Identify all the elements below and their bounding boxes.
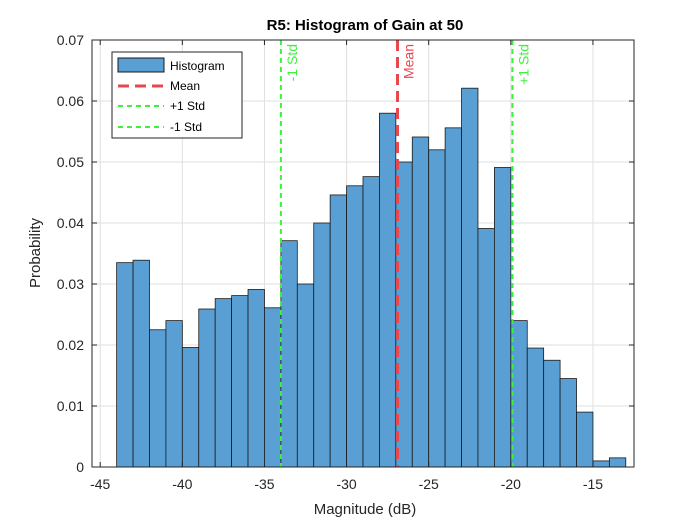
histogram-bar xyxy=(592,460,610,468)
histogram-bar xyxy=(493,167,512,468)
x-tick-label: -30 xyxy=(336,476,356,492)
legend-swatch-histogram xyxy=(117,57,165,73)
histogram-bar xyxy=(477,228,495,468)
histogram-bar xyxy=(132,259,150,468)
histogram-bar xyxy=(346,185,364,468)
mean-line-label: Mean xyxy=(400,44,416,79)
histogram-bar xyxy=(461,87,479,468)
x-tick-label: -40 xyxy=(172,476,192,492)
histogram-bar xyxy=(264,307,282,468)
minus-std-line-label: -1 Std xyxy=(284,44,300,81)
histogram-bar xyxy=(214,298,233,468)
legend-label-minus-std: -1 Std xyxy=(170,120,202,134)
histogram-bars xyxy=(116,87,627,468)
x-tick-label: -45 xyxy=(90,476,110,492)
y-axis-title: Probability xyxy=(27,217,44,288)
histogram-bar xyxy=(362,176,380,468)
x-tick-label: -35 xyxy=(254,476,274,492)
histogram-bar xyxy=(428,149,446,468)
histogram-bar xyxy=(149,329,167,468)
histogram-bar xyxy=(411,136,430,468)
plot-area-border xyxy=(91,39,635,468)
histogram-bar xyxy=(313,222,331,468)
y-tick-label: 0.04 xyxy=(57,215,84,231)
y-tick-label: 0.02 xyxy=(57,337,84,353)
histogram-bar xyxy=(608,457,627,468)
x-axis-title: Magnitude (dB) xyxy=(314,501,417,518)
axes-box xyxy=(91,39,635,468)
axis-ticks: -45 -40 -35 -30 -25 -20 -15 0 0.01 0.02 0.03 0.04 0.… xyxy=(57,32,634,492)
plus-std-line-label: +1 Std xyxy=(515,44,531,85)
histogram-bar xyxy=(280,240,298,468)
y-tick-label: 0.05 xyxy=(57,154,84,170)
chart-title: R5: Histogram of Gain at 50 xyxy=(267,17,464,34)
histogram-bar xyxy=(181,347,200,468)
legend: Histogram Mean +1 Std -1 Std xyxy=(111,51,243,139)
histogram-bar xyxy=(296,283,315,468)
x-tick-label: -25 xyxy=(419,476,439,492)
histogram-bar xyxy=(247,289,265,468)
x-tick-label: -20 xyxy=(501,476,521,492)
y-tick-label: 0 xyxy=(76,459,84,475)
legend-label-histogram: Histogram xyxy=(170,59,225,73)
histogram-bar xyxy=(329,194,347,468)
histogram-bar xyxy=(116,262,134,468)
y-tick-label: 0.07 xyxy=(57,32,84,48)
histogram-bar xyxy=(576,411,594,468)
histogram-bar xyxy=(231,295,249,468)
reference-lines: Mean +1 Std -1 Std xyxy=(279,40,531,467)
y-tick-label: 0.03 xyxy=(57,276,84,292)
legend-label-mean: Mean xyxy=(170,79,200,93)
histogram-bar xyxy=(165,320,183,468)
histogram-bar xyxy=(559,378,577,468)
y-tick-label: 0.01 xyxy=(57,398,84,414)
y-tick-label: 0.06 xyxy=(57,93,84,109)
histogram-bar xyxy=(526,347,545,468)
x-tick-label: -15 xyxy=(583,476,603,492)
legend-label-plus-std: +1 Std xyxy=(170,99,205,113)
histogram-bar xyxy=(543,359,561,468)
histogram-bar xyxy=(444,127,462,468)
histogram-bar xyxy=(198,308,216,468)
histogram-bar xyxy=(379,112,397,468)
